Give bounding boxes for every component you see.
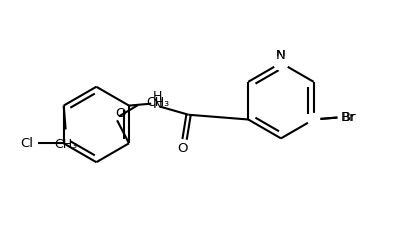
Circle shape: [274, 56, 288, 70]
Text: H: H: [153, 90, 162, 103]
Text: Cl: Cl: [21, 137, 34, 150]
Text: O: O: [177, 142, 188, 154]
Text: N: N: [276, 49, 286, 62]
Text: O: O: [115, 107, 125, 120]
Text: Br: Br: [342, 111, 356, 124]
Text: CH₃: CH₃: [146, 95, 170, 108]
Text: CH₃: CH₃: [54, 138, 77, 151]
Text: N: N: [276, 49, 286, 62]
Text: Br: Br: [341, 111, 356, 124]
Circle shape: [308, 114, 320, 126]
Text: N: N: [153, 98, 162, 111]
Text: O: O: [177, 142, 188, 154]
